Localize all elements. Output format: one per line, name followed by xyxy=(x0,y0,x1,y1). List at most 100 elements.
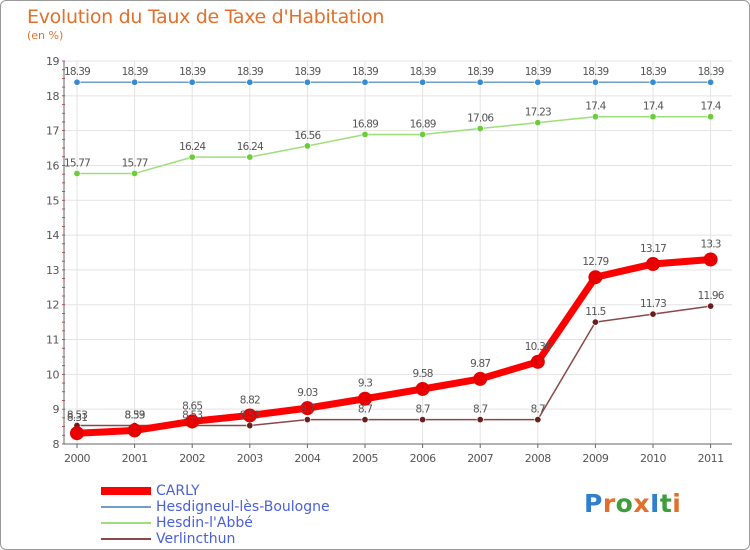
logo-letter: i xyxy=(672,489,682,518)
series-line xyxy=(76,115,712,175)
data-label: 17.4 xyxy=(585,101,606,113)
data-label: 15.77 xyxy=(122,157,148,169)
y-tick-label: 12 xyxy=(46,299,59,312)
data-label: 18.39 xyxy=(698,66,724,78)
data-point xyxy=(588,270,603,285)
data-point xyxy=(131,78,139,86)
x-tick-label: 2005 xyxy=(352,452,378,465)
data-point xyxy=(361,130,369,138)
data-point xyxy=(303,416,311,424)
data-point xyxy=(303,142,311,150)
data-label: 17.23 xyxy=(525,107,551,119)
logo-letter: I xyxy=(650,489,660,518)
logo-letter: x xyxy=(633,489,650,518)
data-point xyxy=(361,416,369,424)
data-point xyxy=(73,78,81,86)
data-label: 15.77 xyxy=(64,157,90,169)
logo-letter: P xyxy=(584,489,603,518)
data-point xyxy=(530,354,545,369)
data-label: 8.82 xyxy=(240,394,260,406)
y-tick-label: 16 xyxy=(46,159,59,172)
data-point xyxy=(476,416,484,424)
data-label: 16.89 xyxy=(352,118,378,130)
data-point xyxy=(188,153,196,161)
proxiti-logo: ProxIti xyxy=(584,489,681,518)
data-label: 18.39 xyxy=(237,66,263,78)
data-label: 18.39 xyxy=(64,66,90,78)
y-tick-label: 14 xyxy=(46,229,59,242)
data-point xyxy=(131,169,139,177)
data-label: 13.3 xyxy=(701,238,721,250)
data-point xyxy=(361,78,369,86)
x-tick-label: 2002 xyxy=(179,452,205,465)
data-label: 18.39 xyxy=(410,66,436,78)
data-label: 8.7 xyxy=(415,404,429,416)
x-tick-label: 2007 xyxy=(467,452,493,465)
chart-unit-label: (en %) xyxy=(27,29,64,42)
data-point xyxy=(591,113,599,121)
data-point xyxy=(127,423,142,438)
data-point xyxy=(476,125,484,133)
data-label: 8.7 xyxy=(300,404,314,416)
x-tick-label: 2004 xyxy=(294,452,320,465)
y-tick-label: 11 xyxy=(46,334,59,347)
y-tick-label: 15 xyxy=(46,194,59,207)
data-label: 9.87 xyxy=(470,358,490,370)
data-point xyxy=(591,78,599,86)
data-label: 8.7 xyxy=(473,404,487,416)
y-tick-label: 8 xyxy=(53,438,60,451)
legend-label: Verlincthun xyxy=(156,531,236,547)
data-label: 18.39 xyxy=(582,66,608,78)
data-point xyxy=(473,371,488,386)
data-label: 8.7 xyxy=(358,404,372,416)
data-label: 8.53 xyxy=(125,410,145,422)
data-point xyxy=(707,302,715,310)
data-label: 16.24 xyxy=(237,141,264,153)
data-point xyxy=(73,169,81,177)
data-point xyxy=(649,78,657,86)
data-label: 11.96 xyxy=(698,290,725,302)
x-tick-label: 2000 xyxy=(64,452,90,465)
y-tick-label: 9 xyxy=(53,403,60,416)
legend-swatch xyxy=(101,538,151,540)
data-point xyxy=(303,78,311,86)
data-label: 8.7 xyxy=(531,404,545,416)
data-label: 13.17 xyxy=(640,243,666,255)
data-point xyxy=(242,408,257,423)
x-tick-label: 2006 xyxy=(410,452,436,465)
legend-swatch xyxy=(101,506,151,508)
logo-letter: r xyxy=(602,489,616,518)
series-line xyxy=(73,255,715,437)
data-label: 8.53 xyxy=(182,410,202,422)
data-label: 18.39 xyxy=(122,66,148,78)
data-label: 16.56 xyxy=(294,130,321,142)
data-point xyxy=(534,416,542,424)
x-tick-label: 2009 xyxy=(582,452,608,465)
data-label: 17.4 xyxy=(701,101,722,113)
data-point xyxy=(419,130,427,138)
data-label: 12.79 xyxy=(582,256,608,268)
data-label: 16.89 xyxy=(410,118,436,130)
data-point xyxy=(70,426,84,441)
data-label: 8.53 xyxy=(67,410,87,422)
data-label: 8.53 xyxy=(240,410,260,422)
legend-label: CARLY xyxy=(156,483,200,499)
data-label: 18.39 xyxy=(179,66,205,78)
data-point xyxy=(707,113,715,121)
data-label: 8.31 xyxy=(67,412,87,424)
data-label: 10.36 xyxy=(525,341,552,353)
data-label: 18.39 xyxy=(352,66,378,78)
data-point xyxy=(358,391,372,406)
legend-label: Hesdigneul-lès-Boulogne xyxy=(156,499,330,515)
x-tick-label: 2003 xyxy=(237,452,263,465)
y-tick-label: 19 xyxy=(46,55,59,68)
data-point xyxy=(419,78,427,86)
y-tick-label: 17 xyxy=(46,125,59,138)
data-label: 9.58 xyxy=(413,368,433,380)
data-point xyxy=(649,310,657,318)
data-label: 9.03 xyxy=(297,387,317,399)
legend-swatch xyxy=(101,522,151,524)
data-label: 11.5 xyxy=(585,306,605,318)
